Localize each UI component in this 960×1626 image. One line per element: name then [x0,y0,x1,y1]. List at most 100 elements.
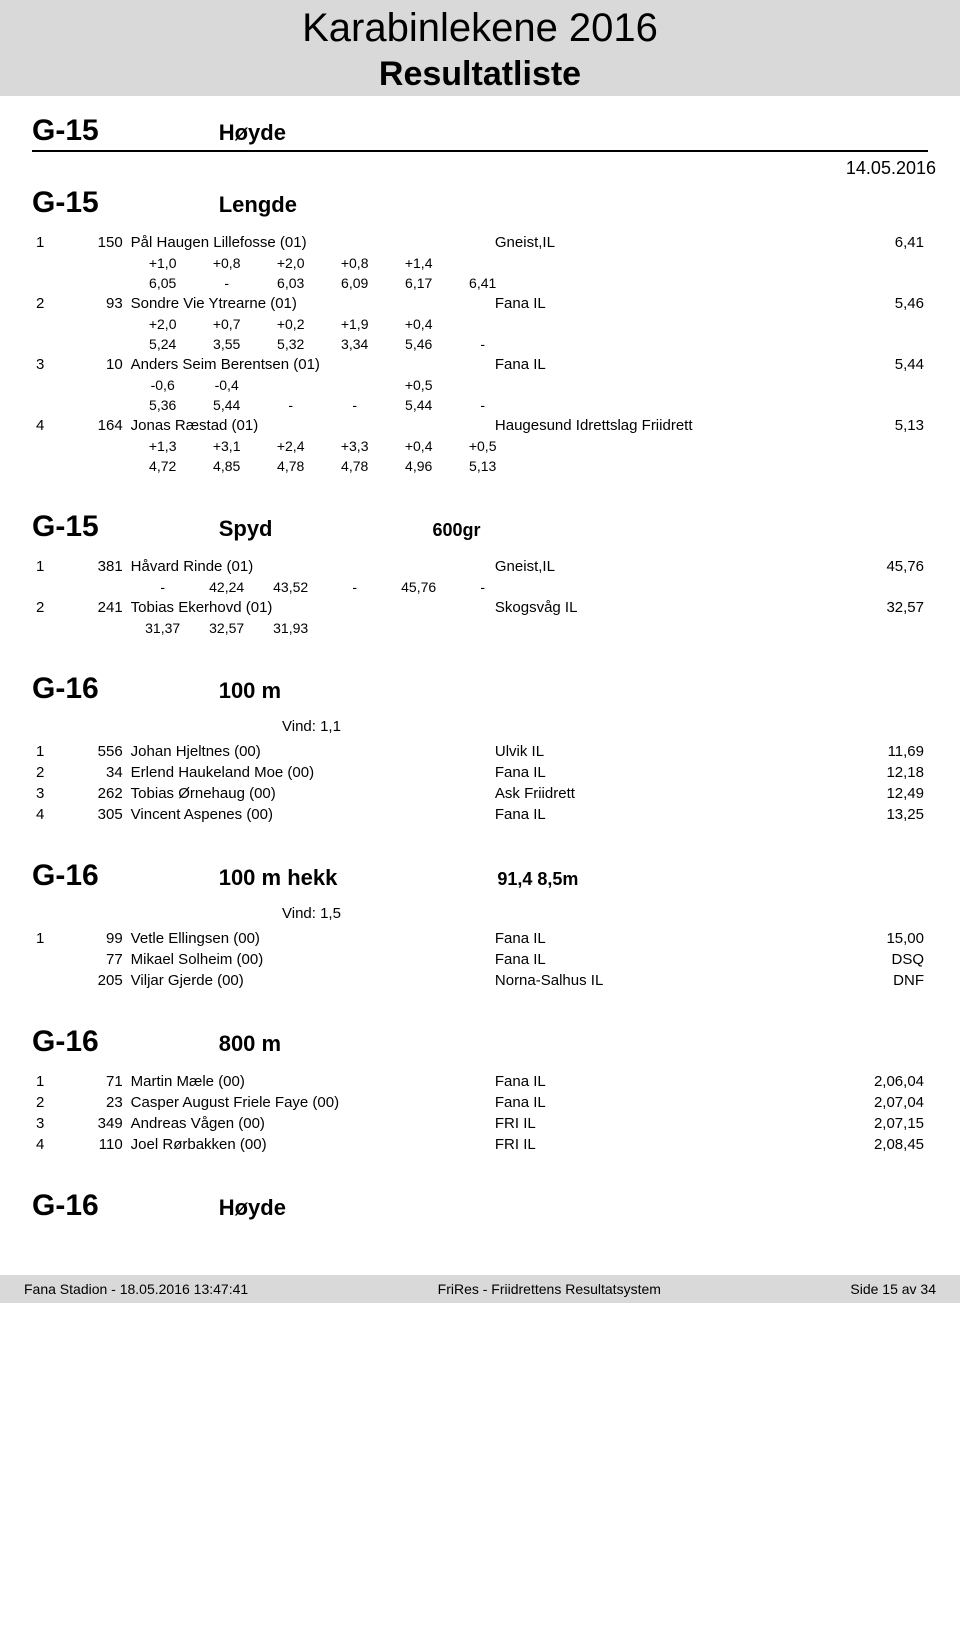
detail-value: 45,76 [387,579,451,595]
detail-value: 5,46 [387,336,451,352]
detail-value: 5,13 [451,458,515,474]
detail-value [451,316,515,332]
detail-row: 4,724,854,784,784,965,13 [32,456,928,476]
rank-cell: 3 [32,783,73,804]
wind-line: Vind: 1,1 [282,718,928,735]
footer-center: FriRes - Friidrettens Resultatsystem [438,1281,661,1297]
detail-value: +2,4 [259,438,323,454]
rank-cell: 1 [32,928,73,949]
bib-cell: 99 [73,928,126,949]
detail-value: 6,17 [387,275,451,291]
detail-value: 4,85 [195,458,259,474]
footer-right: Side 15 av 34 [850,1281,936,1297]
results-table: 1381Håvard Rinde (01)Gneist,IL45,76-42,2… [32,556,928,638]
detail-value: 5,44 [195,397,259,413]
club-cell: Fana IL [491,1092,831,1113]
name-cell: Erlend Haukeland Moe (00) [127,762,491,783]
detail-value: 5,32 [259,336,323,352]
rank-cell: 2 [32,1092,73,1113]
wind-line: Vind: 1,5 [282,905,928,922]
bib-cell: 556 [73,741,126,762]
section-event: 100 m hekk [219,865,338,891]
section-cat: G-16 [32,1189,99,1223]
detail-value [323,620,387,636]
detail-value [259,377,323,393]
section-event: Spyd [219,516,273,542]
result-cell: 12,49 [831,783,928,804]
section-cat: G-15 [32,186,99,220]
name-cell: Håvard Rinde (01) [127,556,491,577]
table-row: 4110Joel Rørbakken (00)FRI IL2,08,45 [32,1134,928,1155]
table-row: 1381Håvard Rinde (01)Gneist,IL45,76 [32,556,928,577]
table-row: 293Sondre Vie Ytrearne (01)Fana IL5,46 [32,293,928,314]
rank-cell: 4 [32,1134,73,1155]
detail-value: - [323,397,387,413]
detail-value: +0,8 [323,255,387,271]
detail-value: +3,1 [195,438,259,454]
detail-value: +3,3 [323,438,387,454]
club-cell: Fana IL [491,354,831,375]
detail-value: 4,72 [131,458,195,474]
results-table: 171Martin Mæle (00)Fana IL2,06,04223Casp… [32,1071,928,1155]
club-cell: FRI IL [491,1134,831,1155]
detail-value: 43,52 [259,579,323,595]
table-row: 3262Tobias Ørnehaug (00)Ask Friidrett12,… [32,783,928,804]
detail-row: 5,243,555,323,345,46- [32,334,928,354]
detail-value: +0,7 [195,316,259,332]
detail-value [451,255,515,271]
detail-value: 3,34 [323,336,387,352]
club-cell: Fana IL [491,293,831,314]
name-cell: Martin Mæle (00) [127,1071,491,1092]
section-spec: 600gr [433,520,481,541]
detail-value [323,377,387,393]
results-table: 1556Johan Hjeltnes (00)Ulvik IL11,69234E… [32,741,928,825]
detail-row: +1,3+3,1+2,4+3,3+0,4+0,5 [32,436,928,456]
detail-wind-cells: +2,0+0,7+0,2+1,9+0,4 [131,316,924,332]
detail-value: 6,05 [131,275,195,291]
top-category-line: G-15 Høyde [32,96,928,152]
detail-mark-cells: 5,365,44--5,44- [131,397,924,413]
section-event: 100 m [219,678,281,704]
section-cat: G-16 [32,859,99,893]
result-cell: 13,25 [831,804,928,825]
bib-cell: 23 [73,1092,126,1113]
detail-value: +0,5 [387,377,451,393]
name-cell: Pål Haugen Lillefosse (01) [127,232,491,253]
section-head: G-16100 m hekk91,4 8,5m [32,859,928,893]
rank-cell: 2 [32,762,73,783]
detail-value: - [323,579,387,595]
rank-cell [32,970,73,991]
detail-mark-cells: 4,724,854,784,784,965,13 [131,458,924,474]
detail-value: 32,57 [195,620,259,636]
detail-mark-cells: 6,05-6,036,096,176,41 [131,275,924,291]
detail-value [451,377,515,393]
rank-cell: 3 [32,1113,73,1134]
result-cell: 11,69 [831,741,928,762]
table-row: 223Casper August Friele Faye (00)Fana IL… [32,1092,928,1113]
section-head: G-15Lengde [32,186,928,220]
name-cell: Casper August Friele Faye (00) [127,1092,491,1113]
result-cell: 5,46 [831,293,928,314]
rank-cell: 2 [32,293,73,314]
detail-value: 4,96 [387,458,451,474]
detail-value [387,620,451,636]
detail-row: 6,05-6,036,096,176,41 [32,273,928,293]
table-row: 234Erlend Haukeland Moe (00)Fana IL12,18 [32,762,928,783]
detail-value: +0,4 [387,316,451,332]
result-cell: 2,07,04 [831,1092,928,1113]
results-table: 1150Pål Haugen Lillefosse (01)Gneist,IL6… [32,232,928,476]
table-row: 171Martin Mæle (00)Fana IL2,06,04 [32,1071,928,1092]
section-event: Høyde [219,1195,286,1221]
detail-mark-cells: 31,3732,5731,93 [131,620,924,636]
rank-cell [32,949,73,970]
detail-wind-cells: +1,0+0,8+2,0+0,8+1,4 [131,255,924,271]
detail-mark-cells: -42,2443,52-45,76- [131,579,924,595]
club-cell: Haugesund Idrettslag Friidrett [491,415,831,436]
table-row: 2241Tobias Ekerhovd (01)Skogsvåg IL32,57 [32,597,928,618]
detail-value: 42,24 [195,579,259,595]
section-head: G-15Spyd600gr [32,510,928,544]
detail-value: - [259,397,323,413]
results-table: 199Vetle Ellingsen (00)Fana IL15,0077Mik… [32,928,928,991]
detail-value: - [195,275,259,291]
detail-value: - [131,579,195,595]
